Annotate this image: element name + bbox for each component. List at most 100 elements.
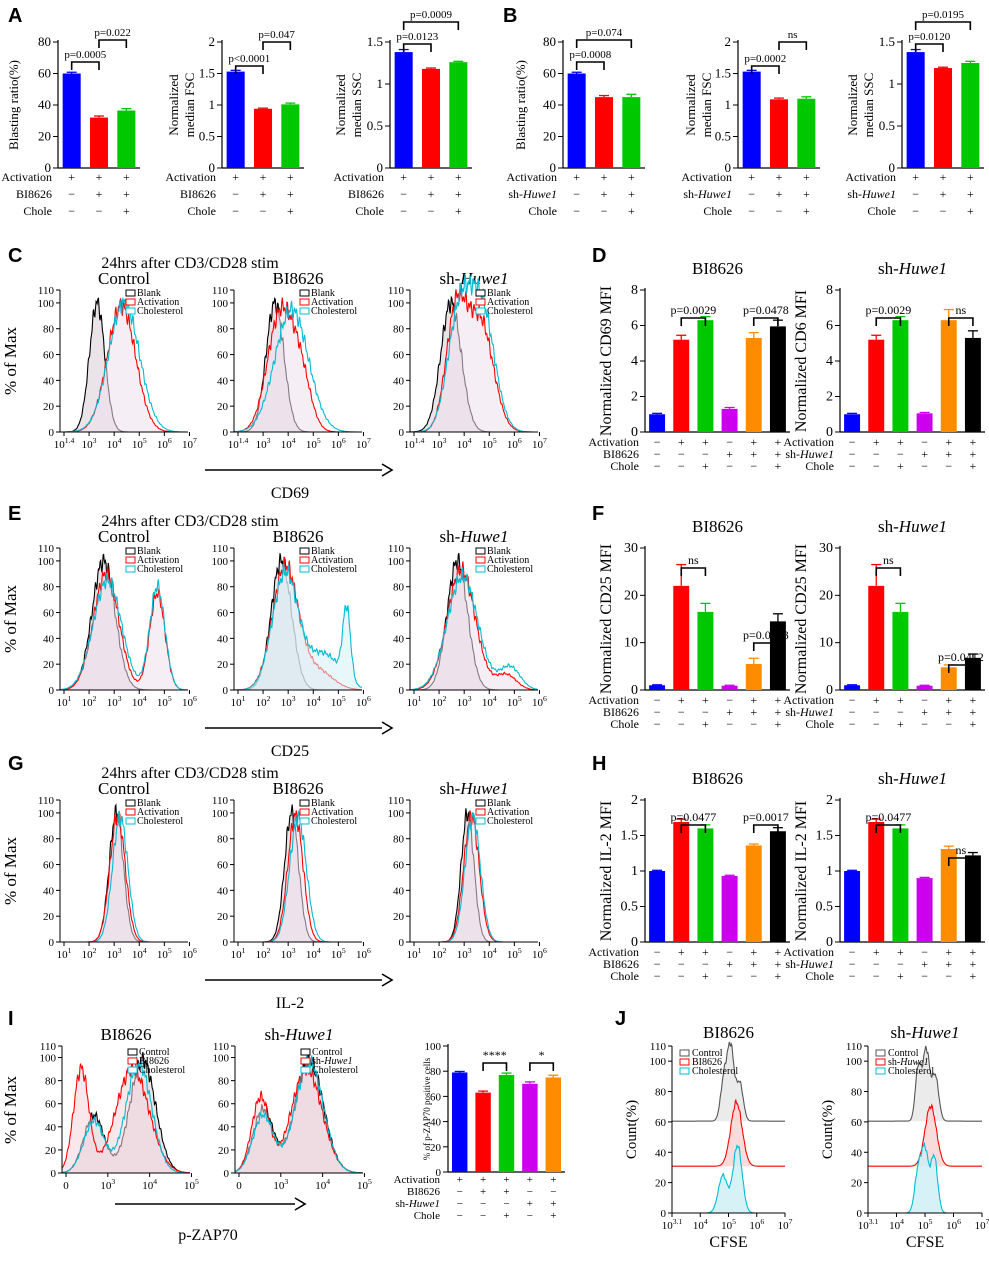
row-label: Chole bbox=[805, 717, 834, 731]
sign: + bbox=[750, 705, 757, 719]
sign: + bbox=[678, 693, 685, 707]
bar-chart-D1: 0 2 4 6 8 Normalized CD69 MFI BI8626 p=0.0029 p=… bbox=[598, 259, 790, 440]
y-tick-label: 110 bbox=[388, 795, 405, 807]
y-tick-label: 20 bbox=[217, 401, 229, 413]
significance-label: p=0.0002 bbox=[744, 53, 786, 65]
y-tick-label: 1.5 bbox=[199, 66, 215, 81]
condition-table-H1: Activation − + + − + +BI8626− − − + + +Chole − − + − − + bbox=[588, 945, 781, 983]
y-tick-label: 60 bbox=[45, 1099, 57, 1111]
tick-label: 104 bbox=[281, 436, 296, 451]
bar-chart-D2: 0 2 4 6 8 Normalized CD6 MFI sh-Huwe1 p=0.0029 n… bbox=[793, 259, 985, 440]
histogram-title: BI8626 bbox=[273, 527, 324, 546]
legend-swatch bbox=[125, 289, 136, 297]
bar bbox=[421, 68, 441, 168]
sign: − bbox=[921, 969, 928, 983]
y-tick-label: 80 bbox=[393, 834, 405, 846]
sign: + bbox=[970, 693, 977, 707]
sign: + bbox=[503, 1174, 509, 1186]
significance-label: p=0.0120 bbox=[908, 31, 950, 43]
tick-label: 105 bbox=[482, 436, 497, 451]
y-tick-label: 80 bbox=[851, 1087, 863, 1099]
y-tick-label: 2 bbox=[725, 34, 732, 49]
significance-bracket bbox=[575, 39, 633, 48]
y-tick-label: 60 bbox=[393, 860, 405, 872]
sign: + bbox=[748, 170, 755, 184]
y-tick-label: 40 bbox=[393, 375, 405, 387]
row-label: sh-Huwe1 bbox=[395, 1198, 440, 1210]
legend-entry: Blank bbox=[137, 798, 161, 809]
y-tick-label: 0 bbox=[631, 425, 638, 440]
tick-label: 102 bbox=[432, 946, 447, 961]
significance-bracket bbox=[402, 21, 460, 30]
y-tick-label: 40 bbox=[217, 375, 229, 387]
y-tick-label: 1 bbox=[377, 76, 384, 91]
y-tick-label: 40 bbox=[217, 633, 229, 645]
sign: + bbox=[967, 170, 974, 184]
bar bbox=[394, 52, 413, 168]
sign: + bbox=[970, 435, 977, 449]
legend-entry: sh-Huwe1 bbox=[888, 1057, 929, 1068]
sign: − bbox=[921, 459, 928, 473]
sign: − bbox=[726, 717, 733, 731]
tick-label: 106 bbox=[532, 694, 547, 709]
sign: − bbox=[726, 969, 733, 983]
legend-swatch bbox=[125, 298, 136, 306]
bar bbox=[522, 1083, 538, 1172]
sign: + bbox=[550, 1174, 556, 1186]
bar bbox=[892, 320, 909, 432]
y-tick-label: 110 bbox=[38, 543, 55, 555]
sign: − bbox=[940, 204, 947, 218]
y-tick-label: 0 bbox=[889, 160, 896, 175]
sign: + bbox=[940, 187, 947, 201]
y-axis-label: % of Max bbox=[1, 327, 20, 395]
legend-entry: Activation bbox=[311, 555, 353, 566]
y-tick-label: 40 bbox=[218, 1122, 230, 1134]
sign: + bbox=[775, 705, 782, 719]
row-label: Activation bbox=[845, 170, 896, 184]
sign: − bbox=[897, 447, 904, 461]
sign: + bbox=[601, 187, 608, 201]
y-tick-label: 1.5 bbox=[816, 829, 834, 844]
y-tick-label: 40 bbox=[393, 885, 405, 897]
y-tick-label: 80 bbox=[218, 1076, 230, 1088]
histogram-curve bbox=[672, 1098, 785, 1167]
legend-swatch bbox=[299, 547, 310, 555]
sign: − bbox=[428, 204, 435, 218]
marker-label: CFSE bbox=[709, 1234, 747, 1251]
condition-table-D1: Activation − + + − + +BI8626− − − + + +Chole − − + − − + bbox=[588, 435, 781, 473]
legend-entry: Activation bbox=[311, 297, 353, 308]
row-label: Activation bbox=[588, 693, 639, 707]
chart-title: sh-Huwe1 bbox=[878, 517, 947, 536]
sign: + bbox=[260, 187, 267, 201]
sign: + bbox=[940, 170, 947, 184]
bar bbox=[892, 828, 909, 942]
legend-swatch bbox=[125, 556, 136, 564]
row-label: Chole bbox=[610, 717, 639, 731]
tick-label: 102 bbox=[82, 694, 97, 709]
legend-swatch bbox=[475, 799, 486, 807]
bar bbox=[844, 685, 861, 690]
y-tick-label: 0.5 bbox=[715, 129, 731, 144]
legend-swatch bbox=[127, 1066, 138, 1074]
y-tick-label: 110 bbox=[846, 1041, 863, 1053]
tick-label: 107 bbox=[778, 1217, 793, 1232]
arrow-head bbox=[294, 1197, 307, 1211]
sign: − bbox=[873, 957, 880, 971]
histogram-title: Control bbox=[98, 269, 150, 288]
sign: + bbox=[260, 170, 267, 184]
sign: + bbox=[678, 945, 685, 959]
histogram-fill bbox=[868, 1046, 982, 1122]
sign: − bbox=[654, 705, 661, 719]
y-axis-label: median SSC bbox=[861, 73, 876, 138]
row-label: Chole bbox=[528, 204, 557, 218]
tick-label: 106 bbox=[507, 436, 522, 451]
bar bbox=[868, 822, 885, 942]
sign: + bbox=[970, 459, 977, 473]
row-label: Activation bbox=[783, 435, 834, 449]
sign: + bbox=[873, 945, 880, 959]
y-tick-label: 2 bbox=[826, 390, 833, 405]
y-tick-label: 8 bbox=[826, 283, 833, 298]
sign: + bbox=[550, 1198, 556, 1210]
